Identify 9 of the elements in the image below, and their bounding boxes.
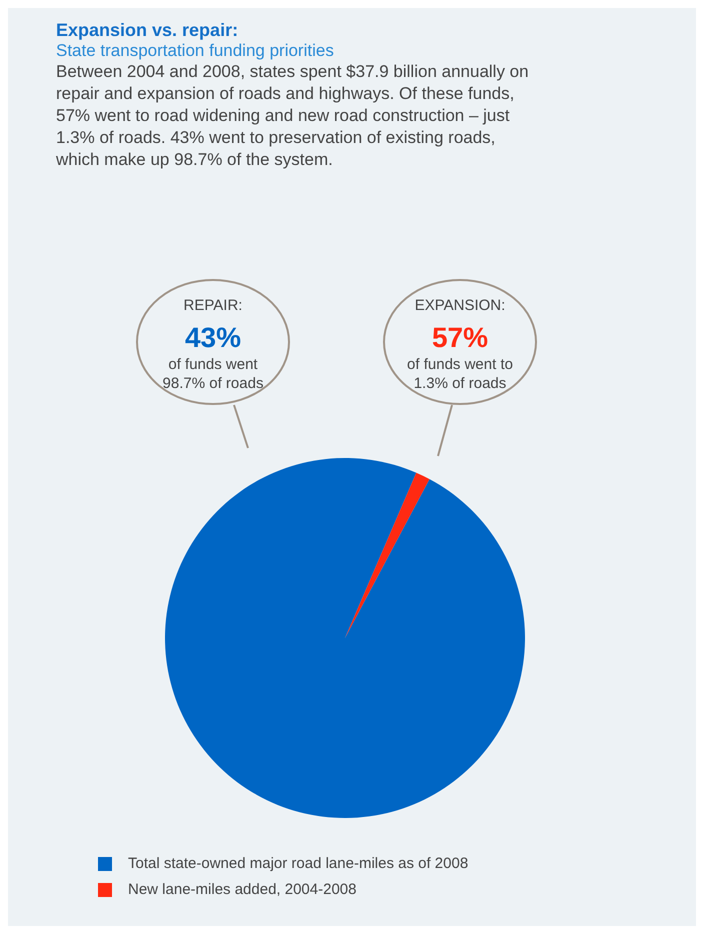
text: Between 2004 and 2008, states spent $37.9 billion annually on repair and expansion of roads and highways. Of these funds, 57% went to road widening and new road construction – just 1.3% of roads. 43% went to preservation of existing roads, which make up 98.7% of the system. xyxy=(56,61,530,171)
chart-title: Expansion vs. repair: xyxy=(56,20,240,41)
text: REPAIR: 43% of funds went 98.7% of roads xyxy=(162,296,264,393)
chart-subtitle: State transportation funding priorities xyxy=(56,41,335,61)
pie-slice xyxy=(345,472,430,638)
legend-label: New lane-miles added, 2004-2008 xyxy=(128,881,356,898)
legend-label: Total state-owned major road lane-miles as of 2008 xyxy=(128,855,468,872)
pie-slice xyxy=(165,458,525,818)
text: EXPANSION: 57% of funds went to 1.3% of roads xyxy=(406,296,514,393)
